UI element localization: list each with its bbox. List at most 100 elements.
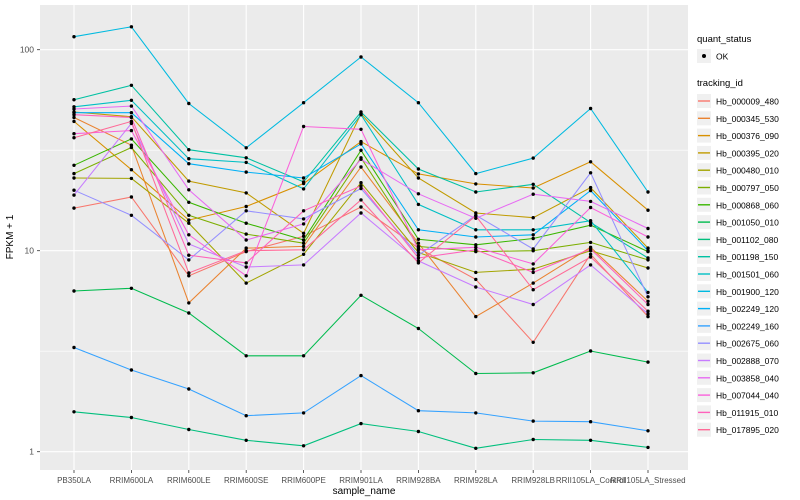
data-point (474, 216, 478, 220)
data-point (129, 128, 134, 133)
data-point (72, 35, 76, 39)
data-point (301, 238, 306, 242)
data-point (301, 101, 306, 105)
data-point (531, 270, 535, 275)
data-point (244, 170, 248, 174)
data-point (646, 290, 650, 295)
legend-item-Hb_002888_070: Hb_002888_070 (697, 353, 779, 368)
x-tick-label: RRIM600LE (167, 476, 211, 485)
data-point (588, 219, 593, 223)
data-point (359, 127, 363, 131)
legend-item-Hb_011915_010: Hb_011915_010 (697, 405, 779, 420)
data-point (646, 190, 650, 194)
data-point (301, 176, 306, 180)
data-point (244, 160, 248, 165)
data-point (129, 104, 134, 108)
legend-label: Hb_003858_040 (716, 373, 779, 383)
data-point (129, 83, 134, 88)
data-point (416, 237, 421, 241)
legend: quant_status OK tracking_id Hb_000009_48… (697, 34, 779, 437)
data-point (646, 309, 650, 313)
data-point (244, 274, 248, 278)
data-point (416, 202, 421, 207)
data-point (416, 326, 421, 331)
data-point (187, 179, 191, 183)
legend-item-Hb_000868_060: Hb_000868_060 (697, 197, 779, 212)
data-point (187, 157, 191, 161)
data-point (588, 255, 593, 259)
data-point (531, 419, 535, 423)
data-point (474, 190, 478, 194)
data-point (646, 266, 650, 270)
data-point (301, 234, 306, 238)
data-point (244, 261, 248, 265)
data-point (129, 115, 134, 120)
x-tick-label: RRIM928LB (511, 476, 555, 485)
data-point (244, 354, 248, 358)
data-point (244, 246, 248, 250)
data-point (646, 295, 650, 299)
data-point (359, 165, 363, 169)
data-point (301, 209, 306, 213)
data-point (187, 148, 191, 152)
data-point (129, 368, 134, 372)
data-point (646, 208, 650, 212)
data-point (588, 240, 593, 245)
data-point (474, 314, 478, 319)
legend-item-Hb_007044_040: Hb_007044_040 (697, 388, 779, 403)
legend-item-Hb_003858_040: Hb_003858_040 (697, 370, 779, 385)
data-point (531, 228, 535, 232)
legend-label: Hb_000345_530 (716, 114, 779, 124)
data-point (474, 228, 478, 232)
legend-label: Hb_011915_010 (716, 408, 779, 418)
data-point (531, 233, 535, 237)
data-point (72, 188, 76, 192)
x-tick-label: RRIM928BA (396, 476, 441, 485)
data-point (244, 438, 248, 442)
data-point (416, 244, 421, 249)
x-tick-label: RRII105LA_Control (556, 476, 626, 485)
data-point (588, 199, 593, 204)
data-point (588, 160, 593, 164)
data-point (187, 233, 191, 237)
data-point (531, 371, 535, 375)
y-tick-label: 1 (29, 447, 34, 457)
data-point (359, 421, 363, 426)
data-point (474, 270, 478, 275)
data-point (187, 101, 191, 106)
data-point (244, 209, 248, 213)
data-point (646, 302, 650, 307)
legend-item-Hb_002249_120: Hb_002249_120 (697, 301, 779, 316)
data-point (474, 235, 478, 239)
data-point (646, 246, 650, 250)
data-point (244, 221, 248, 225)
data-point (646, 249, 650, 253)
data-point (474, 446, 478, 450)
data-point (588, 349, 593, 353)
data-point (187, 200, 191, 204)
legend-item-Hb_000009_480: Hb_000009_480 (697, 94, 779, 108)
data-point (129, 137, 134, 141)
data-point (129, 145, 134, 150)
legend-label: Hb_000480_010 (716, 166, 779, 176)
data-point (416, 409, 421, 413)
data-point (359, 373, 363, 378)
data-point (301, 187, 306, 191)
legend-title-quant-status: quant_status (697, 34, 752, 45)
data-point (474, 171, 478, 176)
data-point (531, 186, 535, 190)
data-point (588, 252, 593, 256)
data-point (359, 186, 363, 191)
data-point (646, 256, 650, 260)
data-point (531, 281, 535, 285)
data-point (244, 414, 248, 418)
data-point (416, 241, 421, 245)
data-point (416, 253, 421, 257)
data-point (129, 415, 134, 420)
data-point (531, 192, 535, 196)
legend-label: Hb_001050_010 (716, 218, 779, 228)
data-point (416, 176, 421, 180)
data-point (416, 250, 421, 255)
